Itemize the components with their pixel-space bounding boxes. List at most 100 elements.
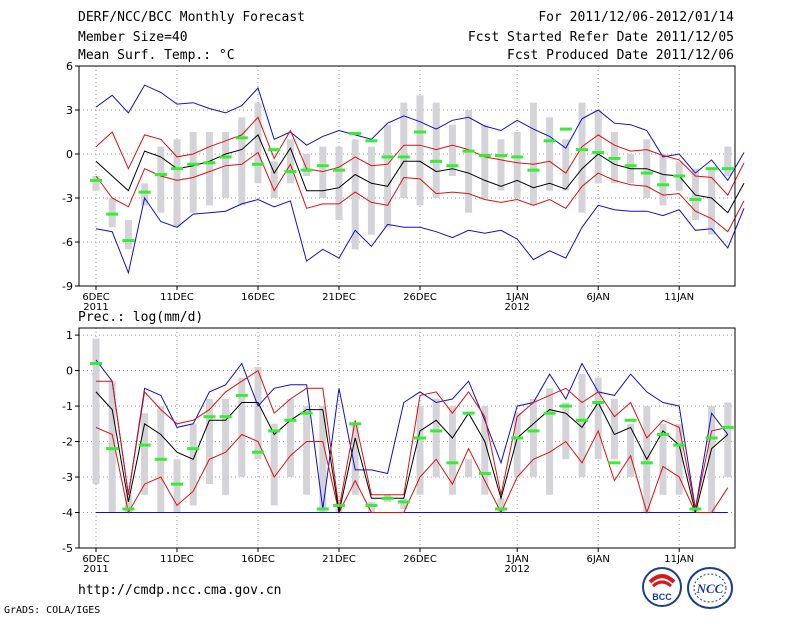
temp-box	[319, 146, 327, 198]
prec-box	[659, 423, 667, 495]
prec-median-mark	[300, 411, 313, 415]
prec-box	[708, 406, 716, 513]
prec-median-mark	[624, 418, 637, 422]
ncc-logo: NCC	[687, 567, 733, 609]
prec-box	[92, 338, 100, 485]
temp-median-mark	[576, 148, 588, 152]
temp-median-mark	[543, 139, 556, 143]
temp-median-mark	[446, 164, 459, 168]
temp-median-mark	[624, 164, 637, 168]
temp-median-mark	[106, 212, 119, 216]
prec-box	[141, 413, 149, 495]
temp-median-mark	[187, 162, 200, 166]
prec-median-mark	[381, 496, 394, 500]
prec-median-mark	[430, 429, 443, 433]
prec-median-mark	[219, 415, 232, 419]
prec-box	[432, 398, 440, 478]
temp-box	[546, 117, 554, 191]
prec-box	[270, 423, 278, 506]
temp-median-mark	[316, 164, 329, 168]
temp-median-mark	[673, 174, 686, 178]
temp-median-mark	[430, 159, 443, 163]
prec-median-mark	[138, 443, 151, 447]
prec-box	[416, 406, 424, 495]
prec-median-mark	[187, 447, 200, 451]
temp-box	[124, 220, 132, 250]
temp-box	[238, 117, 246, 206]
prec-box	[286, 398, 294, 478]
temp-box	[481, 124, 489, 198]
temp-median-mark	[268, 148, 281, 152]
temp-box	[708, 168, 716, 235]
temp-median-mark	[235, 136, 248, 140]
prec-median-mark	[462, 411, 475, 415]
prec-box	[448, 406, 456, 495]
temp-box	[270, 161, 278, 198]
prec-box	[189, 423, 197, 506]
prec-median-mark	[543, 411, 556, 415]
prec-box	[319, 406, 327, 513]
prec-box	[675, 423, 683, 495]
source-url[interactable]: http://cmdp.ncc.cma.gov.cn	[78, 583, 282, 598]
prec-ytick-label: -2	[62, 436, 73, 449]
temp-median-mark	[640, 171, 653, 175]
forecast-period: For 2011/12/06-2012/01/14	[538, 10, 734, 25]
temp-xtick-label: 1JAN	[505, 292, 528, 303]
prec-xtick-year: 2011	[83, 564, 108, 575]
prec-xtick-label: 26DEC	[403, 554, 437, 565]
prec-box	[481, 406, 489, 495]
temp-median-mark	[705, 167, 718, 171]
prec-box	[205, 398, 213, 485]
prec-median-mark	[608, 461, 621, 465]
temp-spread-max-line	[95, 84, 745, 182]
prec-median-mark	[495, 507, 507, 511]
temp-box	[303, 154, 311, 176]
prec-xtick-label: 1JAN	[505, 554, 528, 565]
temp-box	[173, 139, 181, 228]
prec-box	[594, 377, 602, 460]
prec-box	[513, 413, 521, 478]
temp-median-mark	[608, 156, 621, 160]
prec-box	[222, 398, 230, 495]
temp-median-mark	[381, 155, 394, 159]
prec-median-mark	[235, 393, 248, 397]
temp-xtick-label: 11DEC	[160, 292, 194, 303]
temp-box	[578, 102, 586, 213]
temp-median-mark	[171, 167, 183, 171]
prec-box	[627, 423, 635, 478]
prec-ytick-label: 0	[66, 365, 73, 378]
temp-spread-min-line	[95, 196, 745, 275]
prec-ytick-label: -4	[62, 507, 73, 520]
temp-median-mark	[592, 151, 605, 155]
prec-xtick-label: 6DEC	[82, 554, 109, 565]
prec-box	[562, 402, 570, 460]
prec-median-mark	[252, 450, 264, 454]
temp-median-mark	[657, 183, 669, 187]
prec-spread-max-line	[95, 359, 729, 510]
prec-median-mark	[511, 436, 524, 440]
prec-box	[254, 367, 262, 460]
temp-xtick-label: 6JAN	[586, 292, 609, 303]
prec-box	[303, 406, 311, 495]
prec-box	[367, 501, 375, 513]
temp-xtick-year: 2012	[504, 302, 529, 313]
temp-box	[189, 132, 197, 213]
temp-box	[254, 102, 262, 184]
prec-ytick-label: -1	[62, 400, 73, 413]
temp-box	[497, 139, 505, 191]
produced-date: Fcst Produced Date 2011/12/06	[507, 48, 734, 63]
prec-median-mark	[90, 361, 102, 365]
prec-ytick-label: -5	[62, 542, 73, 555]
prec-sd-upper-line	[96, 369, 728, 510]
temp-box	[529, 102, 537, 206]
prec-xtick-label: 21DEC	[322, 554, 356, 565]
prec-median-mark	[316, 507, 329, 511]
temp-box	[416, 95, 424, 206]
prec-box	[465, 459, 473, 478]
ncc-logo-text: NCC	[696, 581, 724, 596]
temp-box	[659, 154, 667, 206]
temp-sd-upper-line	[95, 116, 745, 196]
prec-median-mark	[268, 429, 281, 433]
